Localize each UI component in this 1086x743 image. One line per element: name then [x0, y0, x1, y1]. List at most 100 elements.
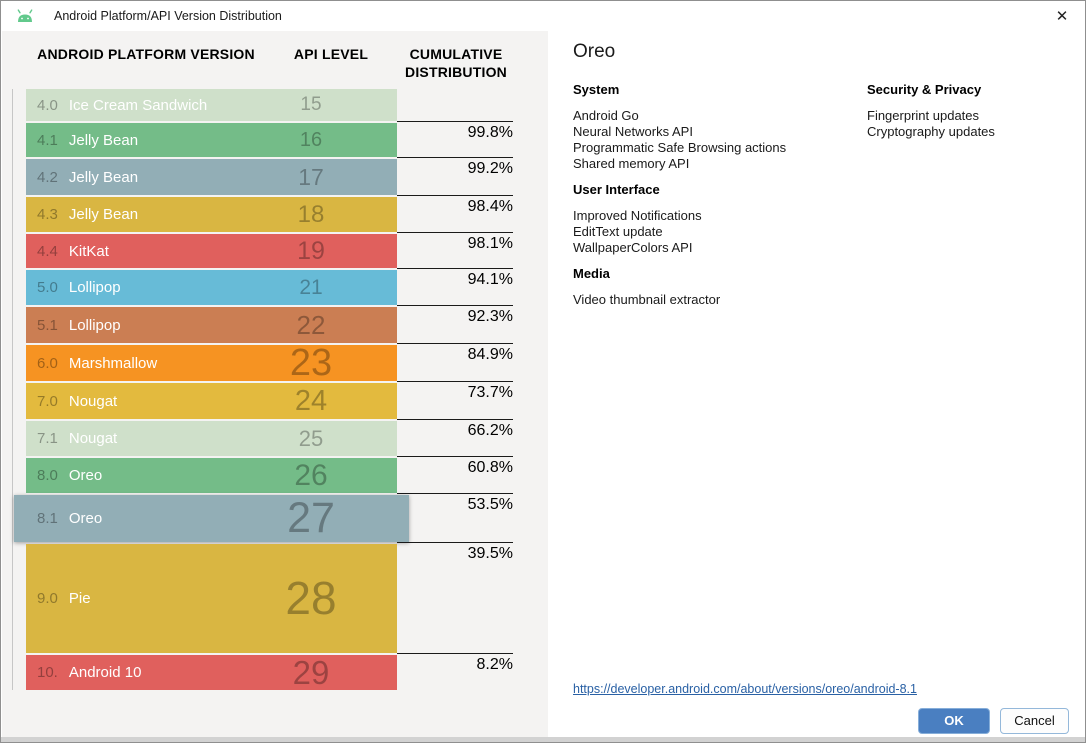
- version-row-7-1[interactable]: 7.1 Nougat: [26, 421, 397, 456]
- feature-section-heading: System: [573, 82, 620, 97]
- feature-item: Improved Notifications: [573, 208, 702, 223]
- cumulative-value: 92.3%: [467, 308, 513, 325]
- version-row-4-3[interactable]: 4.3 Jelly Bean: [26, 197, 397, 232]
- version-name: Jelly Bean: [68, 206, 139, 223]
- version-row-5-0[interactable]: 5.0 Lollipop: [26, 270, 397, 305]
- feature-section: Security & Privacy Fingerprint updates Cry…: [867, 82, 1085, 140]
- version-name: Marshmallow: [68, 354, 158, 372]
- version-row-4-4[interactable]: 4.4 KitKat: [26, 234, 397, 268]
- version-number: 6.0: [37, 354, 58, 372]
- cumulative-boundary-line: [397, 268, 513, 269]
- version-row-9-0[interactable]: 9.0 Pie: [26, 544, 397, 653]
- version-name: Lollipop: [68, 316, 121, 334]
- cumulative-value: 60.8%: [467, 459, 513, 476]
- version-row-10[interactable]: 10. Android 10: [26, 655, 397, 690]
- feature-item: Cryptography updates: [867, 124, 995, 139]
- version-row-8-1[interactable]: 8.1 Oreo: [14, 495, 409, 542]
- version-number: 4.3: [37, 206, 58, 223]
- column-header-cumulative-distribution: CUMULATIVE DISTRIBUTION: [405, 46, 507, 80]
- cumulative-value: 84.9%: [467, 346, 513, 363]
- cumulative-value: 98.4%: [467, 198, 513, 215]
- cumulative-value: 66.2%: [467, 422, 513, 439]
- window-bottom-edge: [1, 737, 1085, 742]
- version-number: 7.0: [37, 392, 58, 410]
- cancel-button[interactable]: Cancel: [1000, 708, 1069, 734]
- cumulative-boundary-line: [397, 157, 513, 158]
- feature-item: Shared memory API: [573, 156, 690, 171]
- version-name: Lollipop: [68, 279, 121, 296]
- cumulative-boundary-line: [397, 381, 513, 382]
- cumulative-value: 99.8%: [467, 124, 513, 141]
- android-icon: [17, 9, 33, 22]
- version-number: 4.1: [37, 131, 58, 149]
- version-number: 8.1: [37, 510, 58, 527]
- version-number: 4.4: [37, 242, 58, 260]
- ok-button[interactable]: OK: [918, 708, 990, 734]
- feature-item: Video thumbnail extractor: [573, 292, 721, 307]
- cumulative-boundary-line: [397, 343, 513, 344]
- column-header-platform-version: ANDROID PLATFORM VERSION: [37, 46, 255, 62]
- cumulative-boundary-line: [397, 542, 513, 543]
- cumulative-boundary-line: [397, 419, 513, 420]
- feature-item: Neural Networks API: [573, 124, 693, 139]
- version-row-8-0[interactable]: 8.0 Oreo: [26, 458, 397, 493]
- close-icon[interactable]: ✕: [1055, 8, 1069, 25]
- cumulative-boundary-line: [397, 121, 513, 122]
- feature-item: Fingerprint updates: [867, 108, 980, 123]
- feature-section-heading: Media: [573, 266, 610, 281]
- version-name: Oreo: [68, 510, 103, 527]
- version-name: Nougat: [68, 392, 118, 410]
- feature-section-heading: Security & Privacy: [867, 82, 982, 97]
- version-name: KitKat: [68, 242, 109, 260]
- cumulative-boundary-line: [397, 195, 513, 196]
- cumulative-value: 73.7%: [467, 384, 513, 401]
- cumulative-value: 39.5%: [467, 545, 513, 562]
- version-row-4-2[interactable]: 4.2 Jelly Bean: [26, 159, 397, 195]
- version-name: Ice Cream Sandwich: [68, 96, 208, 114]
- feature-section: System Android Go Neural Networks API Progr…: [573, 82, 853, 172]
- version-number: 4.0: [37, 96, 58, 114]
- version-name: Android 10: [68, 664, 142, 681]
- column-header-api-level: API LEVEL: [293, 46, 369, 62]
- version-row-5-1[interactable]: 5.1 Lollipop: [26, 307, 397, 343]
- cumulative-value: 8.2%: [476, 656, 513, 673]
- version-number: 9.0: [37, 590, 58, 607]
- details-column-left: System Android Go Neural Networks API Progr…: [573, 82, 853, 308]
- chart-axis-line: [12, 89, 13, 690]
- version-number: 8.0: [37, 467, 58, 484]
- version-row-4-1[interactable]: 4.1 Jelly Bean: [26, 123, 397, 157]
- documentation-link[interactable]: https://developer.android.com/about/vers…: [573, 682, 917, 696]
- version-row-6-0[interactable]: 6.0 Marshmallow: [26, 345, 397, 381]
- feature-item: EditText update: [573, 224, 663, 239]
- feature-section: Media Video thumbnail extractor: [573, 266, 853, 308]
- feature-item: Programmatic Safe Browsing actions: [573, 140, 787, 155]
- title-bar: Android Platform/API Version Distributio…: [1, 1, 1085, 31]
- cumulative-boundary-line: [397, 493, 513, 494]
- version-number: 5.0: [37, 279, 58, 296]
- feature-section-heading: User Interface: [573, 182, 660, 197]
- cumulative-value: 99.2%: [467, 160, 513, 177]
- version-name: Jelly Bean: [68, 131, 139, 149]
- selected-version-title: Oreo: [573, 41, 616, 62]
- details-column-right: Security & Privacy Fingerprint updates Cry…: [867, 82, 1085, 140]
- cumulative-boundary-line: [397, 456, 513, 457]
- feature-item: Android Go: [573, 108, 639, 123]
- version-number: 7.1: [37, 430, 58, 447]
- cumulative-boundary-line: [397, 232, 513, 233]
- cumulative-boundary-line: [397, 305, 513, 306]
- cumulative-boundary-line: [397, 653, 513, 654]
- version-number: 4.2: [37, 168, 58, 186]
- version-name: Oreo: [68, 467, 103, 484]
- feature-item: WallpaperColors API: [573, 240, 693, 255]
- version-number: 10.: [37, 664, 58, 681]
- cumulative-value: 53.5%: [467, 496, 513, 513]
- version-row-4-0[interactable]: 4.0 Ice Cream Sandwich: [26, 89, 397, 121]
- version-name: Pie: [68, 590, 91, 607]
- cumulative-value: 98.1%: [467, 235, 513, 252]
- version-number: 5.1: [37, 316, 58, 334]
- version-row-7-0[interactable]: 7.0 Nougat: [26, 383, 397, 419]
- version-name: Jelly Bean: [68, 168, 139, 186]
- version-name: Nougat: [68, 430, 118, 447]
- feature-section: User Interface Improved Notifications Edit…: [573, 182, 853, 256]
